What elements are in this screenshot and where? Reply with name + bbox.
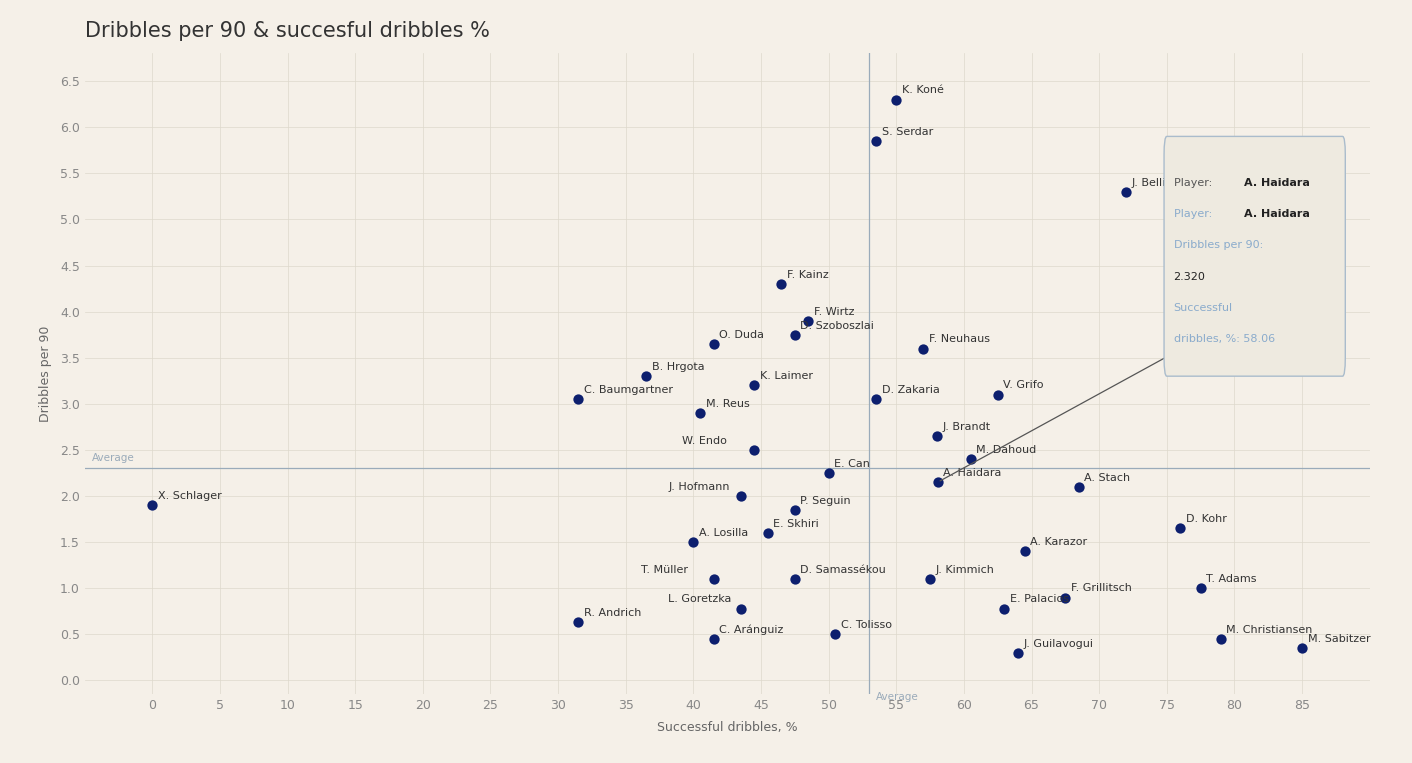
Text: Dribbles per 90:: Dribbles per 90: <box>1173 240 1262 250</box>
Text: B. Hrgota: B. Hrgota <box>651 362 705 372</box>
Text: dribbles, %: 58.06: dribbles, %: 58.06 <box>1173 334 1275 344</box>
Point <box>568 393 590 405</box>
Text: D. Kohr: D. Kohr <box>1186 514 1227 524</box>
Text: D. Zakaria: D. Zakaria <box>881 385 939 395</box>
FancyBboxPatch shape <box>1163 137 1346 376</box>
Text: Player:: Player: <box>1173 178 1216 188</box>
Text: M. Reus: M. Reus <box>706 399 750 409</box>
Text: C. Baumgartner: C. Baumgartner <box>585 385 674 395</box>
Point <box>864 393 887 405</box>
Text: Average: Average <box>92 453 134 463</box>
Text: D. Samassékou: D. Samassékou <box>801 565 887 575</box>
Point <box>784 573 806 585</box>
Text: Player:: Player: <box>1173 209 1216 219</box>
Text: P. Seguin: P. Seguin <box>801 496 851 506</box>
Text: D. Szoboszlai: D. Szoboszlai <box>801 320 874 330</box>
Text: F. Grillitsch: F. Grillitsch <box>1070 584 1132 594</box>
Point <box>743 379 765 391</box>
Point <box>770 278 792 290</box>
Point <box>959 453 981 465</box>
Text: L. Goretzka: L. Goretzka <box>668 594 731 604</box>
Text: A. Haidara: A. Haidara <box>1244 209 1310 219</box>
Point <box>730 490 753 502</box>
Text: T. Adams: T. Adams <box>1206 574 1257 584</box>
Point <box>1169 522 1192 534</box>
Y-axis label: Dribbles per 90: Dribbles per 90 <box>38 326 51 422</box>
Point <box>1291 642 1313 655</box>
Text: C. Tolisso: C. Tolisso <box>842 620 892 630</box>
Text: M. Christiansen: M. Christiansen <box>1227 625 1313 635</box>
Text: F. Kainz: F. Kainz <box>786 270 829 280</box>
Text: E. Palacios: E. Palacios <box>1010 594 1069 604</box>
Text: W. Endo: W. Endo <box>682 436 727 446</box>
Text: O. Duda: O. Duda <box>719 330 764 340</box>
Point <box>702 573 724 585</box>
Point <box>1210 633 1233 645</box>
Text: A. Haidara: A. Haidara <box>943 468 1001 478</box>
Text: Dribbles per 90 & succesful dribbles %: Dribbles per 90 & succesful dribbles % <box>85 21 490 40</box>
Point <box>864 135 887 147</box>
Text: K. Laimer: K. Laimer <box>760 372 813 382</box>
Text: S. Serdar: S. Serdar <box>881 127 933 137</box>
Point <box>818 467 840 479</box>
Text: J. Hofmann: J. Hofmann <box>668 482 730 492</box>
Text: T. Müller: T. Müller <box>641 565 689 575</box>
Point <box>682 536 705 549</box>
Point <box>689 407 712 419</box>
Point <box>757 526 779 539</box>
Point <box>702 338 724 350</box>
Text: F. Wirtz: F. Wirtz <box>813 307 854 317</box>
Text: K. Koné: K. Koné <box>902 85 943 95</box>
Text: M. Dahoud: M. Dahoud <box>976 445 1036 455</box>
Point <box>702 633 724 645</box>
Text: 2.320: 2.320 <box>1173 272 1206 282</box>
Point <box>635 370 658 382</box>
Point <box>919 573 942 585</box>
Point <box>987 388 1010 401</box>
Text: A. Losilla: A. Losilla <box>699 528 748 538</box>
Point <box>1007 647 1029 659</box>
Point <box>743 444 765 456</box>
Point <box>1053 591 1076 604</box>
Text: J. Guilavogui: J. Guilavogui <box>1024 639 1093 649</box>
Point <box>885 93 908 105</box>
Point <box>730 603 753 615</box>
Text: J. Bellingham: J. Bellingham <box>1132 178 1204 188</box>
Text: E. Can: E. Can <box>834 459 870 468</box>
Text: A. Karazor: A. Karazor <box>1031 537 1087 547</box>
Point <box>141 499 164 511</box>
Point <box>1014 546 1036 558</box>
Point <box>568 617 590 629</box>
Point <box>784 329 806 341</box>
Text: F. Neuhaus: F. Neuhaus <box>929 334 990 344</box>
Text: R. Andrich: R. Andrich <box>585 608 641 618</box>
Text: X. Schlager: X. Schlager <box>158 491 222 501</box>
Point <box>1115 185 1138 198</box>
Text: Average: Average <box>875 691 919 701</box>
Text: E. Skhiri: E. Skhiri <box>774 519 819 529</box>
Text: C. Aránguiz: C. Aránguiz <box>719 624 784 635</box>
Text: M. Sabitzer: M. Sabitzer <box>1308 634 1370 644</box>
Text: J. Kimmich: J. Kimmich <box>936 565 994 575</box>
Text: J. Brandt: J. Brandt <box>942 422 990 432</box>
Text: A. Stach: A. Stach <box>1084 472 1131 483</box>
Point <box>912 343 935 355</box>
Text: Successful: Successful <box>1173 303 1233 313</box>
Point <box>796 315 819 327</box>
Text: V. Grifo: V. Grifo <box>1004 381 1043 391</box>
Text: A. Haidara: A. Haidara <box>1244 178 1310 188</box>
Point <box>993 603 1015 615</box>
Point <box>1067 481 1090 493</box>
Point <box>1189 582 1211 594</box>
Point <box>825 628 847 640</box>
Point <box>926 476 949 488</box>
Point <box>784 504 806 516</box>
Point <box>925 430 947 443</box>
X-axis label: Successful dribbles, %: Successful dribbles, % <box>657 720 798 733</box>
